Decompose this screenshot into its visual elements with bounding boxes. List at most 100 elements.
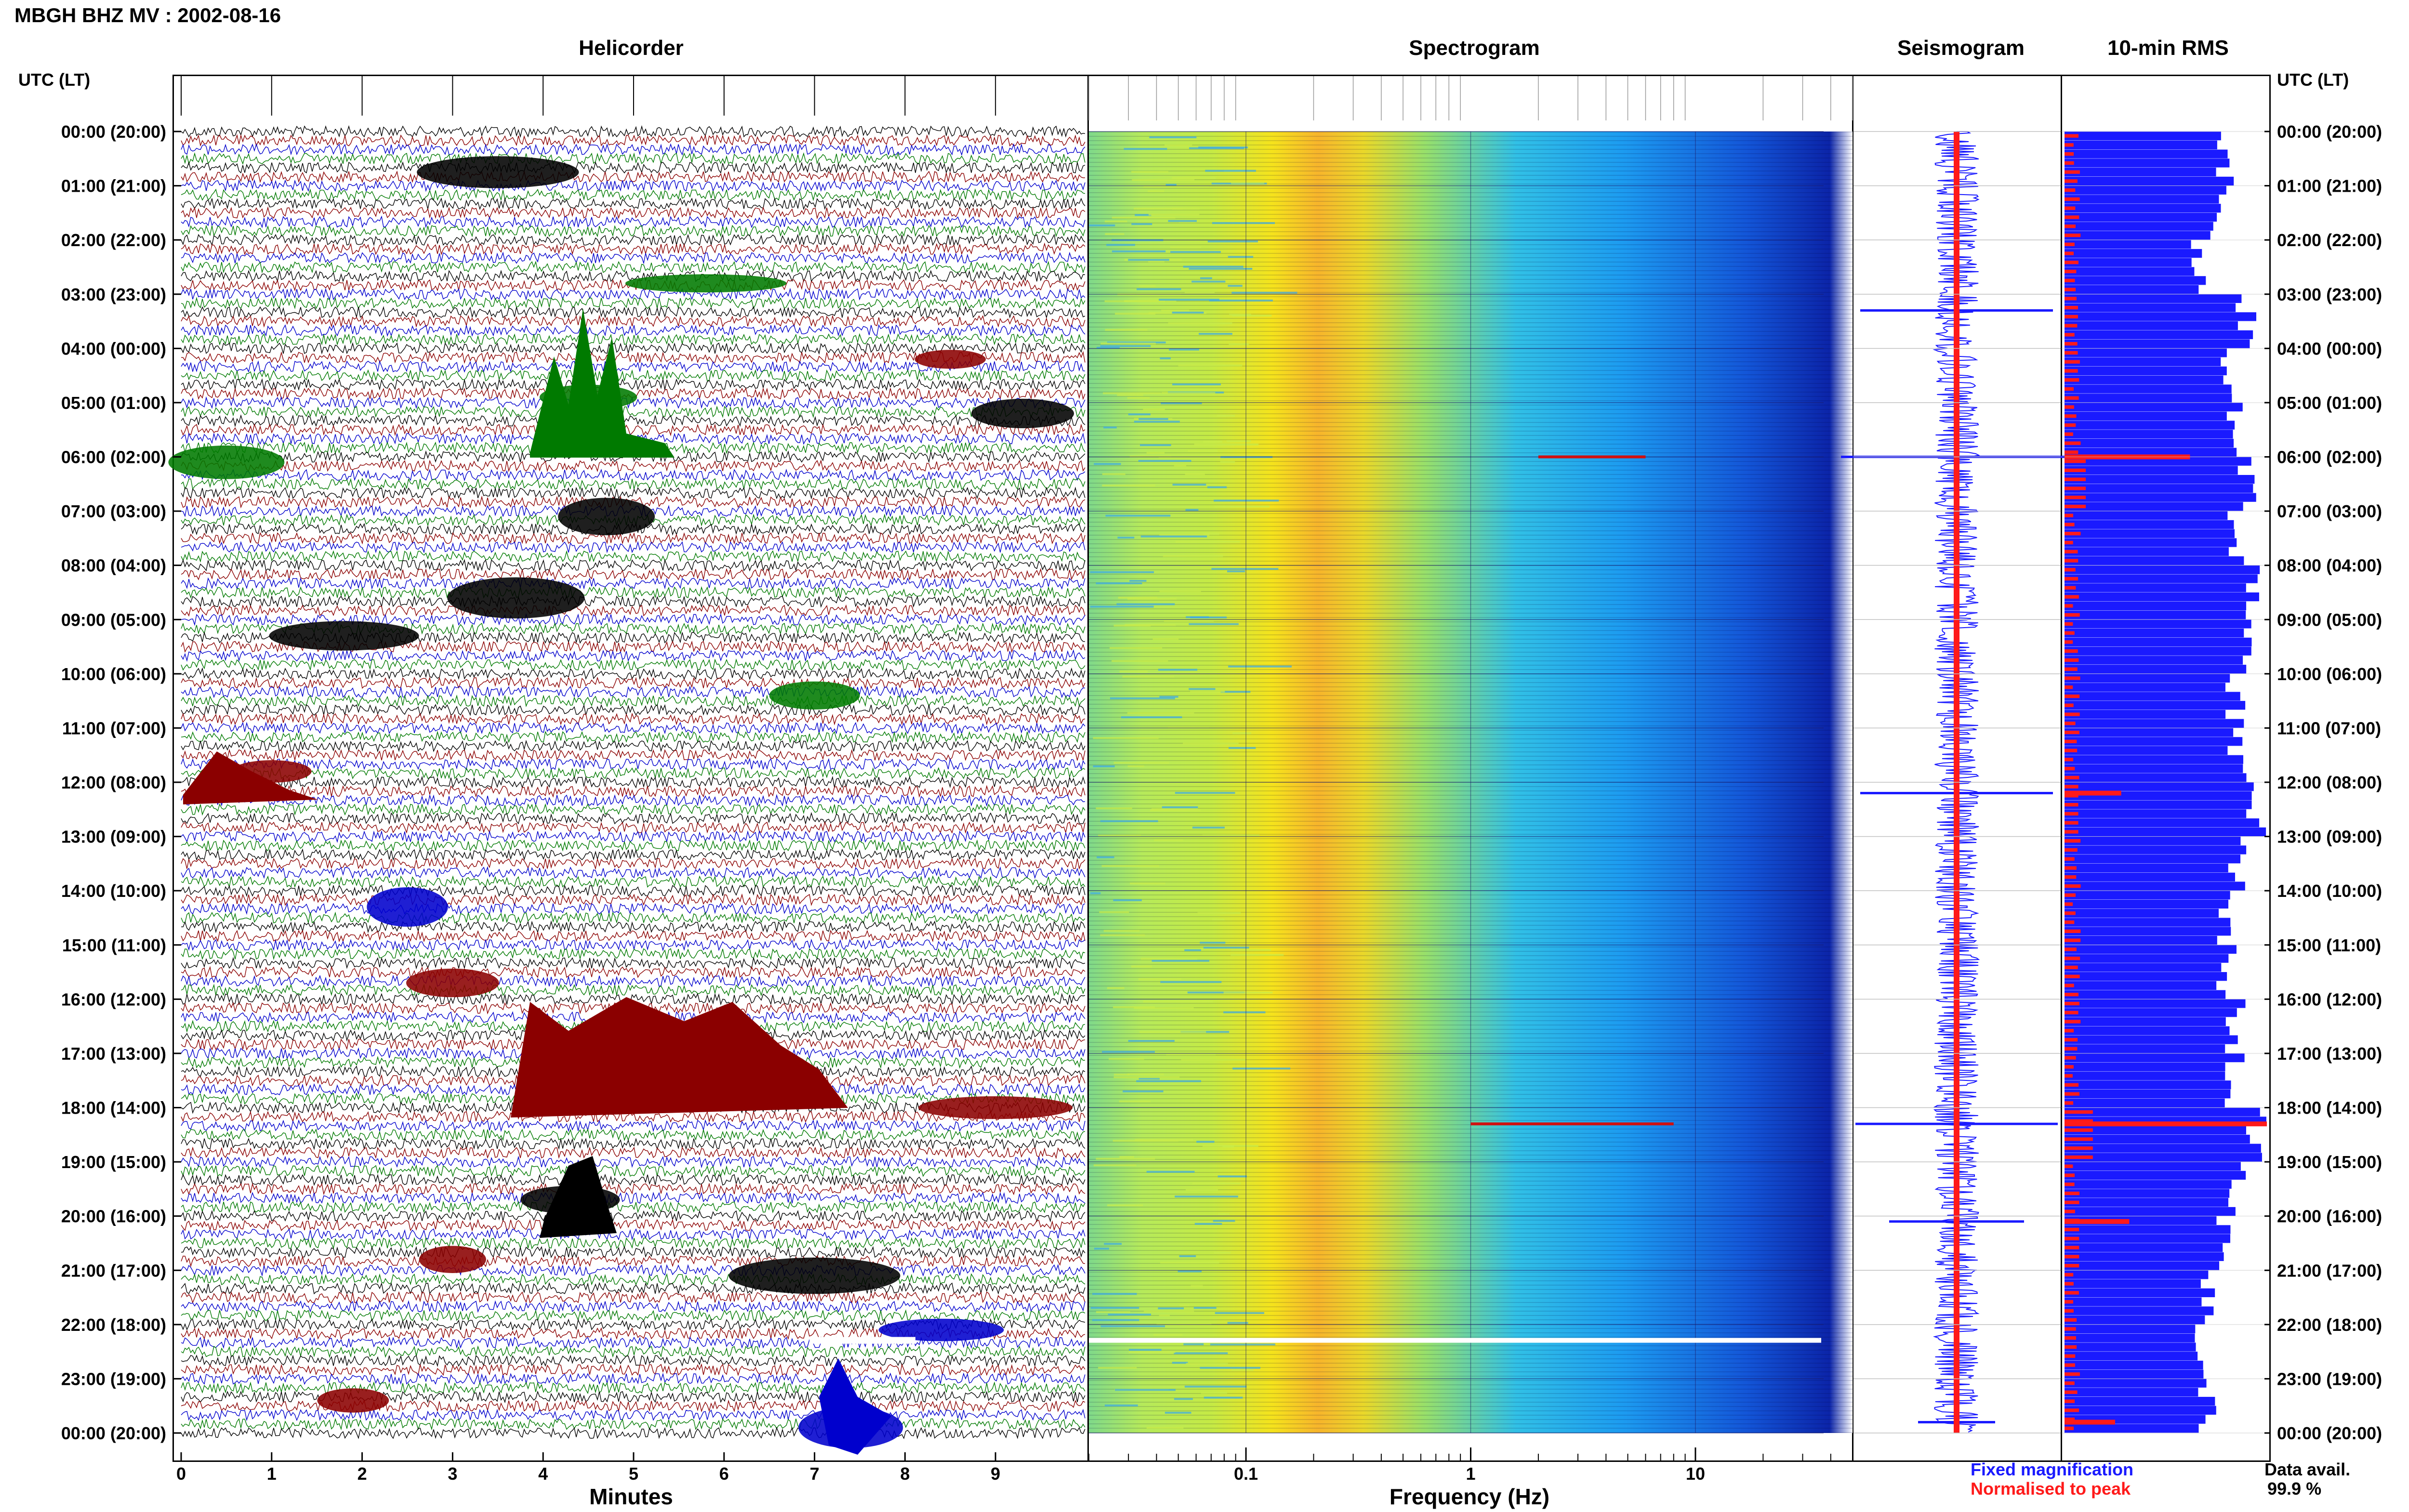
rms-normalised-bar — [2065, 667, 2078, 671]
rms-normalised-bar — [2065, 965, 2078, 970]
rms-normalised-bar — [2065, 513, 2073, 517]
time-label-left: 20:00 (16:00) — [61, 1207, 166, 1226]
rms-fixed-bar — [2065, 665, 2247, 674]
spectrogram-speckle — [1090, 605, 1154, 608]
rms-fixed-bar — [2065, 402, 2243, 412]
spectrogram-speckle — [1153, 1334, 1182, 1336]
rms-normalised-bar — [2065, 342, 2078, 346]
spectrogram-speckle — [1129, 579, 1147, 582]
rms-normalised-bar — [2065, 1083, 2079, 1087]
rms-fixed-bar — [2065, 881, 2245, 891]
rms-normalised-bar — [2065, 803, 2078, 807]
spectrogram-speckle — [1131, 965, 1152, 968]
spectrogram-speckle — [1164, 144, 1192, 146]
rms-fixed-bar — [2065, 384, 2232, 394]
helicorder-trace — [181, 541, 1085, 553]
spectrogram-speckle — [1148, 190, 1165, 192]
rms-normalised-bar — [2065, 1273, 2074, 1277]
spectrogram-speckle — [1096, 1311, 1130, 1314]
time-label-left: 15:00 (11:00) — [62, 935, 166, 955]
rms-normalised-bar — [2065, 712, 2080, 716]
rms-fixed-bar — [2065, 999, 2246, 1008]
rms-normalised-bar — [2065, 604, 2073, 608]
spectrogram-speckle — [1146, 1170, 1195, 1173]
helicorder-trace — [181, 495, 1085, 509]
spectrogram-speckle — [1183, 742, 1239, 745]
spectrogram-speckle — [1110, 647, 1163, 649]
spectrogram-speckle — [1096, 807, 1132, 810]
rms-fixed-bar — [2065, 1062, 2225, 1071]
helicorder-trace — [181, 1156, 1085, 1169]
spectrogram-speckle — [1175, 540, 1240, 543]
spectrogram-speckle — [1096, 582, 1142, 584]
helicorder-trace — [181, 1336, 1085, 1349]
spectrogram-speckle — [1207, 486, 1227, 488]
spectrogram-speckle — [1200, 1367, 1260, 1369]
helicorder-trace — [181, 486, 1085, 500]
spectrogram-speckle — [1174, 1352, 1228, 1354]
helicorder-trace — [181, 911, 1085, 924]
helicorder-trace — [181, 857, 1085, 870]
helicorder-burst — [511, 997, 848, 1118]
spectrogram-speckle — [1220, 461, 1235, 463]
helicorder-event — [914, 350, 986, 369]
legend-fixed-magnification: Fixed magnification — [1971, 1459, 2134, 1479]
spectrogram-speckle — [1228, 747, 1256, 749]
rms-normalised-bar — [2065, 1255, 2079, 1259]
rms-normalised-bar — [2065, 595, 2079, 599]
rms-normalised-bar — [2065, 1210, 2075, 1213]
rms-normalised-bar — [2065, 568, 2076, 572]
spectrogram-speckle — [1200, 942, 1226, 944]
spectrogram-speckle — [1170, 246, 1202, 249]
spectrogram-speckle — [1113, 1076, 1180, 1078]
helicorder-trace — [181, 821, 1085, 834]
spectrogram-speckle — [1169, 348, 1199, 351]
rms-fixed-bar — [2065, 366, 2227, 376]
rms-fixed-bar — [2065, 1170, 2246, 1180]
spectrogram-speckle — [1189, 623, 1239, 625]
seismogram-title: Seismogram — [1897, 36, 2025, 60]
spectrogram-speckle — [1183, 265, 1244, 268]
time-label-left: 19:00 (15:00) — [61, 1152, 166, 1172]
rms-fixed-bar — [2065, 1189, 2230, 1198]
rms-normalised-bar — [2065, 315, 2078, 319]
spectrogram-speckle — [1184, 1385, 1247, 1388]
spectrogram-speckle — [1094, 463, 1121, 465]
rms-fixed-bar — [2065, 411, 2227, 421]
rms-fixed-bar — [2065, 755, 2244, 764]
rms-fixed-bar — [2065, 1297, 2202, 1306]
rms-normalised-bar — [2065, 1164, 2073, 1168]
rms-normalised-bar — [2065, 197, 2080, 201]
spectrogram-speckle — [1158, 1307, 1184, 1310]
rms-normalised-bar — [2065, 1309, 2074, 1313]
helicorder-trace — [181, 902, 1085, 915]
spectrogram-speckle — [1223, 991, 1273, 994]
spectrogram-speckle — [1122, 675, 1175, 678]
rms-normalised-bar — [2065, 640, 2073, 644]
spectrogram-speckle — [1149, 136, 1197, 138]
rms-normalised-bar — [2065, 722, 2076, 725]
helicorder-trace — [181, 288, 1085, 301]
helicorder-trace — [181, 739, 1085, 753]
time-label-left: 06:00 (02:00) — [61, 447, 166, 467]
helicorder-trace — [181, 297, 1085, 310]
spectrogram-speckle — [1116, 603, 1175, 605]
rms-normalised-bar — [2065, 1300, 2073, 1304]
helicorder-trace — [181, 947, 1085, 960]
rms-normalised-bar — [2065, 1408, 2079, 1412]
helicorder-burst — [819, 1358, 891, 1455]
utc-lt-label-left: UTC (LT) — [18, 70, 91, 90]
spectrogram-speckle — [1158, 669, 1198, 671]
rms-fixed-bar — [2065, 520, 2234, 529]
helicorder-trace — [181, 1309, 1085, 1322]
helicorder-trace — [181, 1183, 1085, 1196]
spectrogram-speckle — [1188, 449, 1218, 452]
helicorder-trace — [181, 1354, 1085, 1367]
rms-normalised-bar — [2065, 278, 2075, 283]
time-label-right: 05:00 (01:00) — [2277, 393, 2382, 413]
rms-fixed-bar — [2065, 547, 2229, 556]
helicorder-trace — [181, 956, 1085, 970]
rms-fixed-bar — [2065, 646, 2251, 656]
spectrogram-speckle — [1135, 214, 1152, 216]
rms-fixed-bar — [2065, 1261, 2220, 1270]
